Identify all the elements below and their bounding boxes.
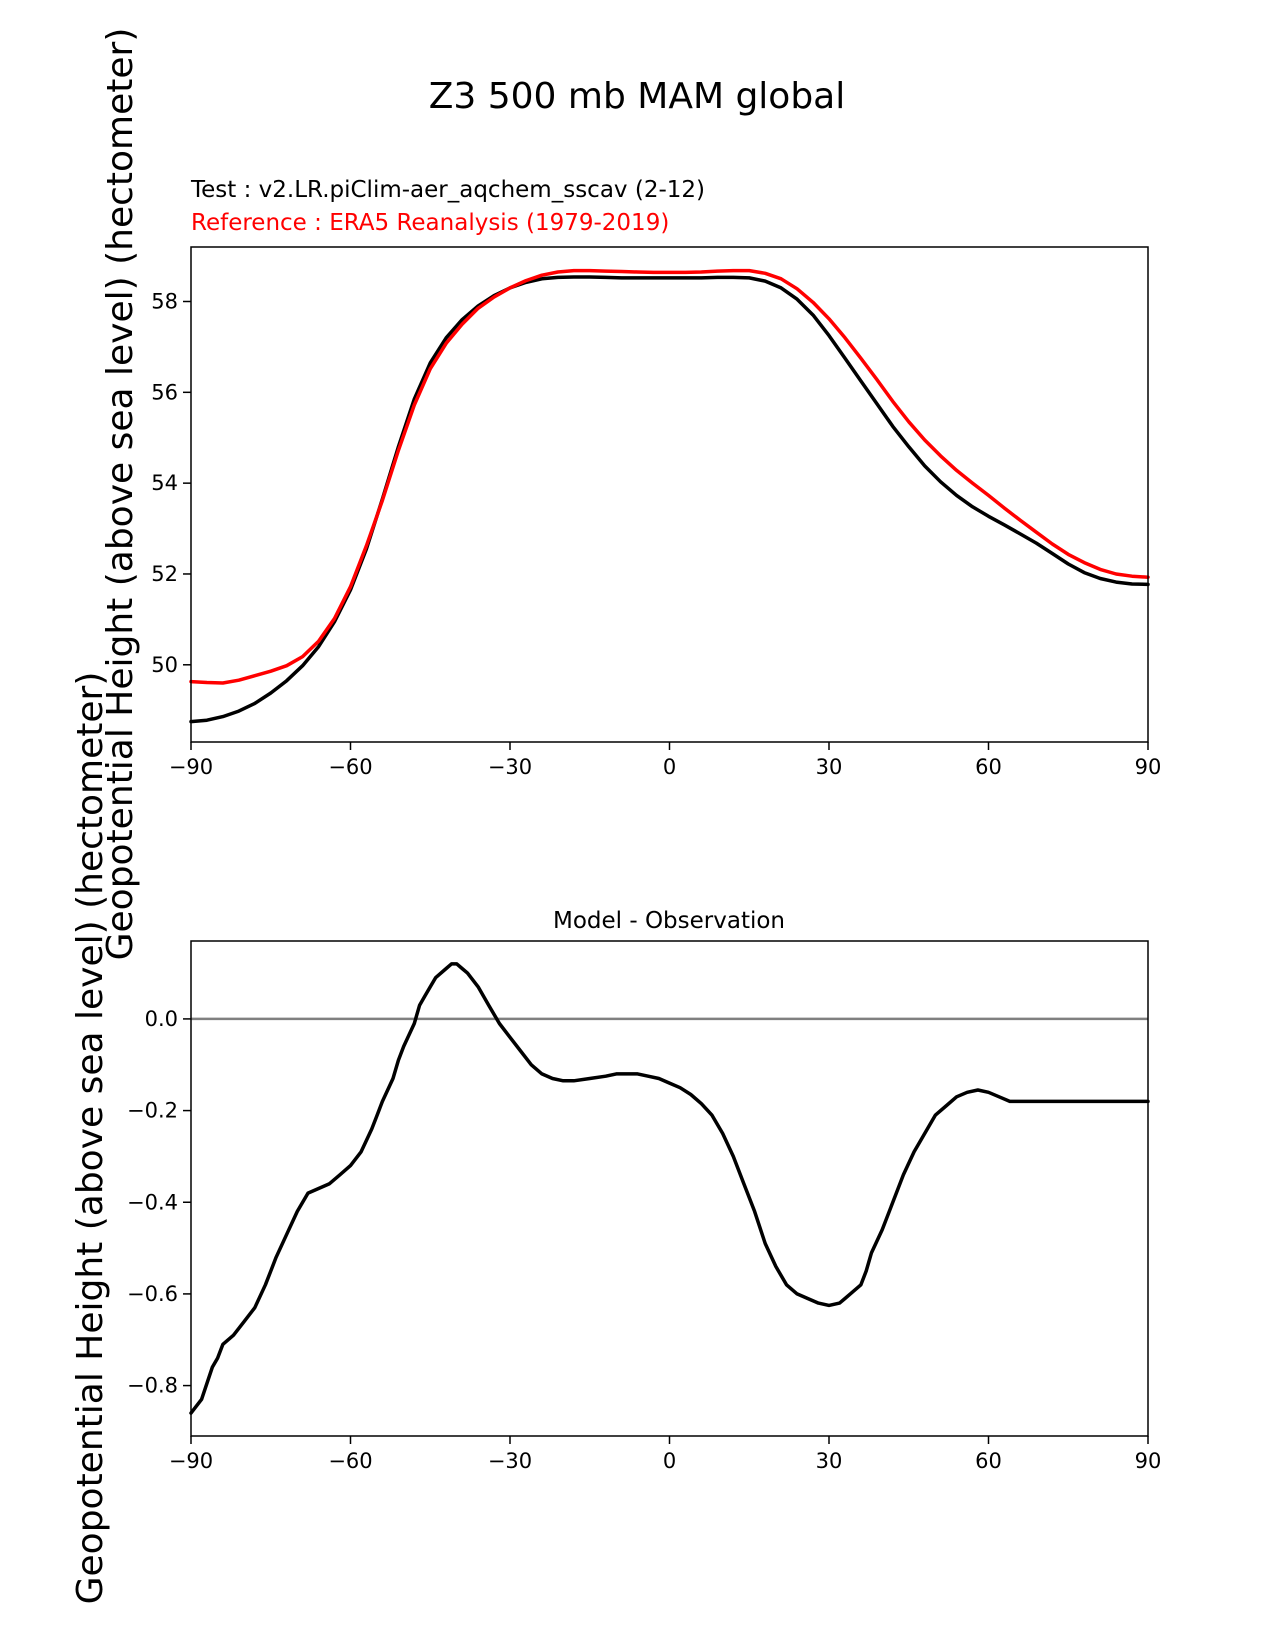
difference-title: Model - Observation — [553, 908, 785, 934]
x-tick-label: 90 — [1135, 755, 1162, 779]
x-tick-label: −30 — [488, 1449, 532, 1473]
top-y-axis-label: Geopotential Height (above sea level) (h… — [100, 28, 141, 961]
bottom-panel: Model - Observation −90 −60 −30 0 30 60 900.0−… — [70, 672, 1161, 1605]
model-observation-line — [189, 962, 1150, 1415]
y-tick-label: −0.8 — [127, 1374, 178, 1398]
figure-title: Z3 500 mb MAM global — [429, 76, 846, 117]
y-tick-label: 58 — [151, 289, 178, 313]
x-tick-label: −30 — [488, 755, 532, 779]
y-tick-label: 52 — [151, 562, 178, 586]
top-axis-ticks: −90 −60 −30 0 30 60 90 50 52 54 56 58 — [151, 289, 1161, 779]
y-tick-label: 54 — [151, 471, 178, 495]
x-tick-label: 60 — [975, 1449, 1002, 1473]
x-tick-label: 60 — [975, 755, 1002, 779]
x-tick-label: −90 — [169, 755, 213, 779]
x-tick-label: 0 — [663, 1449, 676, 1473]
reference-title: Reference : ERA5 Reanalysis (1979-2019) — [191, 210, 669, 236]
x-tick-label: 30 — [816, 755, 843, 779]
y-tick-label: 50 — [151, 653, 178, 677]
x-tick-label: 30 — [816, 1449, 843, 1473]
x-tick-label: 90 — [1135, 1449, 1162, 1473]
test-title: Test : v2.LR.piClim-aer_aqchem_sscav (2-… — [190, 177, 705, 203]
x-tick-label: −90 — [169, 1449, 213, 1473]
x-tick-label: −60 — [328, 1449, 372, 1473]
y-tick-label: 0.0 — [145, 1007, 178, 1031]
top-panel: Test : v2.LR.piClim-aer_aqchem_sscav (2-… — [100, 28, 1161, 961]
y-tick-label: 56 — [151, 380, 178, 404]
bottom-y-axis-label: Geopotential Height (above sea level) (h… — [70, 672, 111, 1605]
top-series — [189, 268, 1150, 724]
test-line — [189, 275, 1150, 724]
x-tick-label: 0 — [663, 755, 676, 779]
top-plot-frame — [190, 246, 1149, 743]
y-tick-label: −0.4 — [127, 1190, 178, 1214]
reference-line — [189, 268, 1150, 685]
bottom-series — [189, 962, 1150, 1415]
y-tick-label: −0.2 — [127, 1099, 178, 1123]
bottom-plot-frame — [190, 940, 1149, 1437]
bottom-axis-ticks: −90 −60 −30 0 30 60 90 0.0 −0.2 −0.4 −0.6 −0.8 — [127, 1007, 1161, 1473]
x-tick-label: −60 — [328, 755, 372, 779]
y-tick-label: −0.6 — [127, 1282, 178, 1306]
